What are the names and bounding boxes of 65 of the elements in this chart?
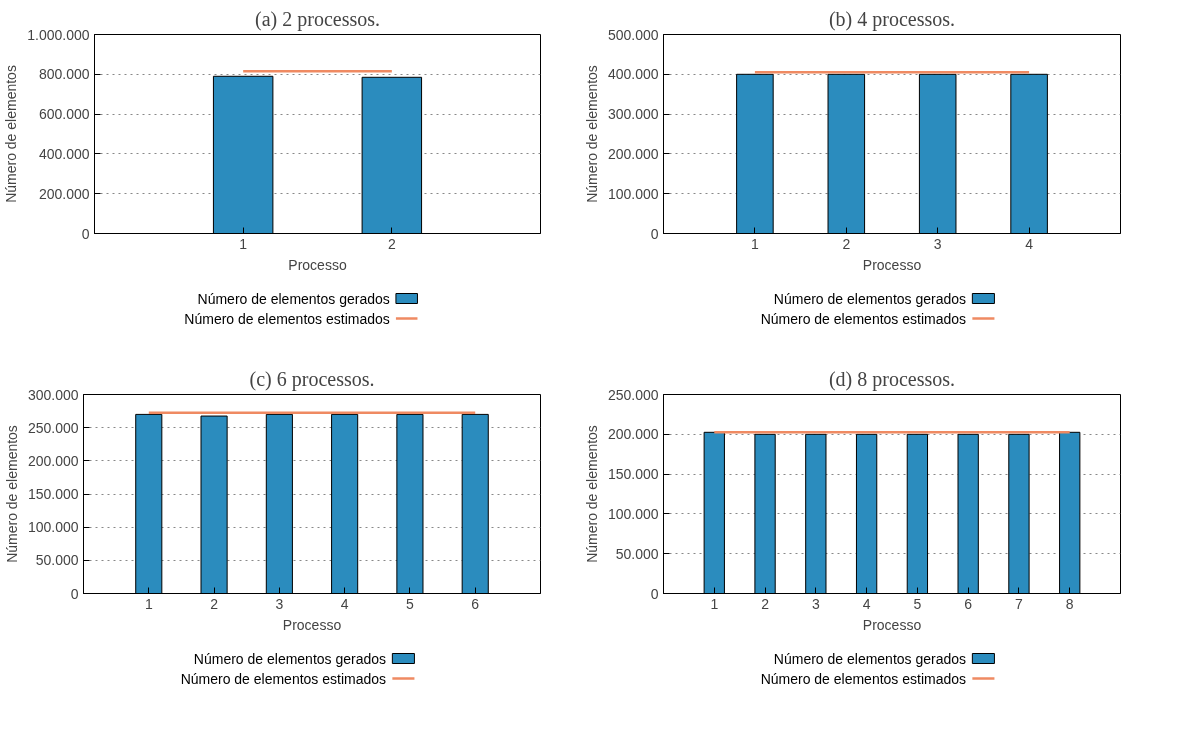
y-tick-label: 100.000 [607, 505, 659, 522]
y-tick-label: 200.000 [607, 426, 659, 443]
legend-label: Número de elementos gerados [197, 290, 390, 307]
x-tick-label: 6 [964, 595, 973, 612]
chart-title: (a) 2 processos. [255, 7, 380, 31]
x-axis-title: Processo [288, 256, 347, 273]
legend-label: Número de elementos gerados [773, 650, 967, 667]
y-tick-label: 800.000 [38, 66, 90, 83]
chart-title: (c) 6 processos. [249, 367, 375, 391]
x-tick-label: 3 [933, 235, 942, 252]
y-tick-label: 150.000 [27, 486, 79, 502]
y-tick-label: 0 [650, 585, 659, 602]
x-tick-label: 7 [1015, 595, 1024, 612]
y-axis-title: Número de elementos [3, 65, 20, 203]
chart-title: (b) 4 processos. [828, 7, 956, 31]
chart-title: (d) 8 processos. [828, 367, 956, 391]
y-tick-label: 0 [81, 225, 90, 242]
legend-label: Número de elementos gerados [193, 650, 387, 667]
legend-label: Número de elementos estimados [760, 670, 967, 687]
x-tick-label: 2 [210, 595, 219, 612]
y-tick-label: 300.000 [27, 386, 79, 403]
y-tick-label: 100.000 [27, 519, 79, 536]
y-tick-label: 0 [650, 225, 659, 242]
y-tick-label: 200.000 [27, 452, 79, 469]
y-axis-title: Número de elementos [3, 425, 20, 563]
y-tick-label: 50.000 [615, 545, 659, 562]
x-tick-label: 3 [811, 595, 820, 612]
x-tick-label: 5 [406, 595, 415, 612]
x-axis-title: Processo [282, 616, 342, 633]
y-axis-title: Número de elementos [583, 425, 600, 563]
x-tick-label: 2 [387, 235, 396, 252]
x-tick-label: 1 [239, 235, 248, 252]
x-tick-label: 4 [340, 595, 349, 612]
x-tick-label: 5 [913, 595, 922, 612]
x-axis-title: Processo [862, 616, 922, 633]
y-tick-label: 400.000 [607, 66, 659, 83]
legend-label: Número de elementos estimados [184, 310, 390, 327]
y-tick-label: 150.000 [607, 466, 659, 483]
y-tick-label: 300.000 [607, 106, 659, 123]
y-tick-label: 0 [70, 585, 79, 602]
x-tick-label: 3 [275, 595, 284, 612]
y-tick-label: 200.000 [607, 145, 659, 162]
x-tick-label: 1 [751, 235, 760, 252]
y-tick-label: 250.000 [27, 419, 79, 436]
x-tick-label: 8 [1065, 595, 1074, 612]
y-tick-label: 1.000.000 [27, 26, 90, 43]
y-tick-label: 400.000 [38, 145, 90, 162]
x-tick-label: 2 [842, 235, 851, 252]
y-tick-label: 100.000 [607, 185, 659, 202]
legend-label: Número de elementos gerados [773, 290, 967, 307]
legend-label: Número de elementos estimados [180, 670, 387, 687]
x-tick-label: 2 [761, 595, 770, 612]
x-tick-label: 1 [144, 595, 153, 612]
x-tick-label: 4 [1025, 235, 1034, 252]
y-tick-label: 500.000 [607, 26, 659, 43]
legend-label: Número de elementos estimados [760, 310, 967, 327]
y-tick-label: 250.000 [607, 386, 659, 403]
y-tick-label: 50.000 [35, 552, 79, 569]
y-tick-label: 200.000 [38, 185, 90, 202]
y-tick-label: 600.000 [38, 106, 90, 123]
x-tick-label: 1 [710, 595, 719, 612]
y-axis-title: Número de elementos [583, 65, 600, 203]
x-tick-label: 4 [862, 595, 871, 612]
x-tick-label: 6 [471, 595, 480, 612]
x-axis-title: Processo [862, 256, 922, 273]
